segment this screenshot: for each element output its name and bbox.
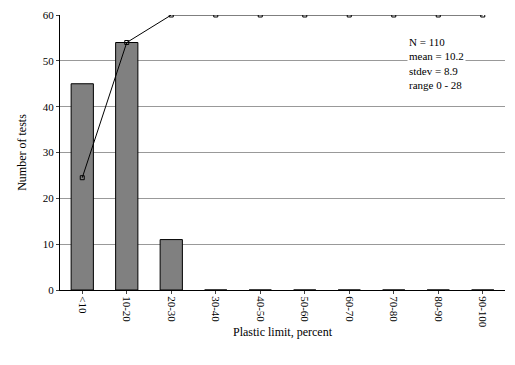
svg-text:80-90: 80-90 [433, 296, 445, 322]
svg-text:90-100: 90-100 [477, 296, 489, 328]
svg-text:60-70: 60-70 [344, 296, 356, 322]
svg-text:N = 110mean = 10.2stdev = 8.9r: N = 110mean = 10.2stdev = 8.9range 0 - 2… [409, 36, 464, 91]
svg-text:30-40: 30-40 [210, 296, 222, 322]
svg-text:<10: <10 [77, 296, 89, 314]
svg-text:10-20: 10-20 [121, 296, 133, 322]
svg-text:40: 40 [43, 101, 55, 113]
svg-text:30: 30 [43, 146, 55, 158]
svg-text:70-80: 70-80 [388, 296, 400, 322]
svg-text:50-60: 50-60 [299, 296, 311, 322]
svg-text:20: 20 [43, 192, 55, 204]
svg-text:50: 50 [43, 55, 55, 67]
svg-text:0: 0 [48, 284, 54, 296]
svg-text:60: 60 [43, 9, 55, 21]
svg-text:40-50: 40-50 [255, 296, 267, 322]
svg-text:10: 10 [43, 238, 55, 250]
svg-text:20-30: 20-30 [166, 296, 178, 322]
svg-text:Number of tests: Number of tests [15, 114, 29, 191]
svg-text:Plastic limit, percent: Plastic limit, percent [233, 325, 333, 339]
